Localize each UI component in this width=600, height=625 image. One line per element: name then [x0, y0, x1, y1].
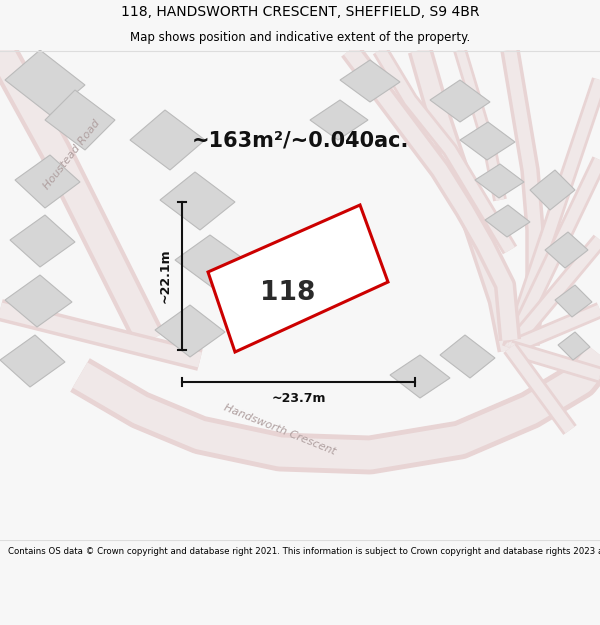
Polygon shape	[555, 285, 592, 317]
Polygon shape	[155, 305, 225, 357]
Polygon shape	[160, 172, 235, 230]
Polygon shape	[5, 50, 85, 115]
Text: Contains OS data © Crown copyright and database right 2021. This information is : Contains OS data © Crown copyright and d…	[8, 547, 600, 556]
Polygon shape	[15, 155, 80, 208]
Polygon shape	[460, 122, 515, 160]
Text: Handsworth Crescent: Handsworth Crescent	[223, 403, 337, 457]
Polygon shape	[208, 205, 388, 352]
Polygon shape	[390, 355, 450, 398]
Polygon shape	[45, 90, 115, 150]
Polygon shape	[485, 205, 530, 237]
Polygon shape	[440, 335, 495, 378]
Polygon shape	[545, 232, 588, 268]
Text: Map shows position and indicative extent of the property.: Map shows position and indicative extent…	[130, 31, 470, 44]
Text: 118, HANDSWORTH CRESCENT, SHEFFIELD, S9 4BR: 118, HANDSWORTH CRESCENT, SHEFFIELD, S9 …	[121, 6, 479, 19]
Text: ~22.1m: ~22.1m	[159, 249, 172, 303]
Polygon shape	[130, 110, 205, 170]
Polygon shape	[475, 164, 524, 198]
Text: 118: 118	[260, 280, 316, 306]
Polygon shape	[310, 100, 368, 140]
Polygon shape	[340, 60, 400, 102]
Polygon shape	[175, 235, 248, 288]
Polygon shape	[430, 80, 490, 122]
Polygon shape	[0, 335, 65, 387]
Text: ~23.7m: ~23.7m	[271, 392, 326, 405]
Polygon shape	[558, 332, 590, 360]
Text: Houstead Road: Houstead Road	[42, 118, 102, 192]
Text: ~163m²/~0.040ac.: ~163m²/~0.040ac.	[191, 130, 409, 150]
Polygon shape	[5, 275, 72, 327]
Polygon shape	[10, 215, 75, 267]
Polygon shape	[530, 170, 575, 210]
